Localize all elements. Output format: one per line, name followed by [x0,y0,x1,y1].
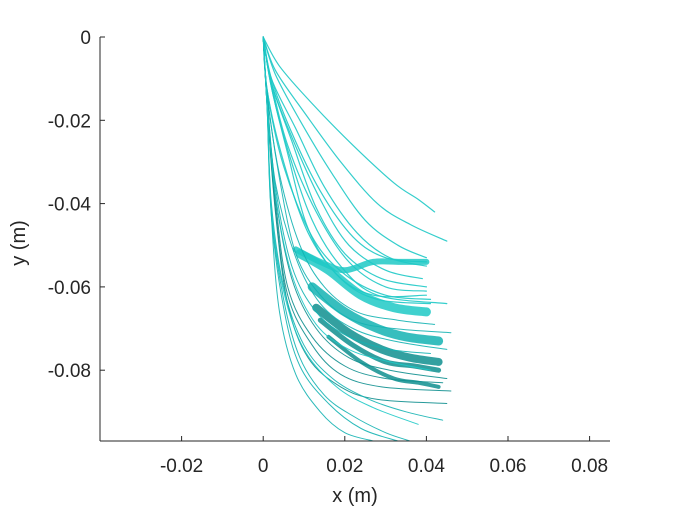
trajectory-line-11 [262,36,427,263]
x-tick-label: -0.02 [160,456,203,477]
trajectory-line-15 [262,36,448,350]
trajectory-line-5 [262,36,423,280]
x-ticks: -0.02 0 0.02 0.04 0.06 0.08 [160,436,608,477]
x-tick-label: 0.08 [571,456,608,477]
x-tick-label: 0.06 [490,456,527,477]
trajectory-line-6 [262,36,427,288]
trajectory-line-3 [262,36,427,259]
trajectory-band-2 [295,249,431,317]
trajectory-line-14 [262,36,452,334]
trajectory-band-5 [317,317,442,373]
trajectory-band-4 [312,303,443,366]
trajectory-band-3 [307,282,444,346]
y-tick-label: -0.06 [48,278,91,299]
y-axis-label: y (m) [8,220,30,266]
y-tick-label: -0.04 [48,195,92,216]
x-tick-label: 0 [258,456,269,477]
trajectory-line-1 [262,36,436,213]
trajectory-line-26 [262,36,431,371]
y-tick-label: -0.08 [48,361,91,382]
x-tick-label: 0.04 [408,456,445,477]
trajectory-band-6 [326,334,441,389]
x-axis-label: x (m) [332,485,378,507]
axes [99,37,610,442]
x-tick-label: 0.02 [326,456,363,477]
y-tick-label: -0.02 [48,111,91,132]
trajectory-line-2 [262,36,448,242]
trajectory-lines [262,36,452,442]
y-tick-label: 0 [80,28,91,49]
y-ticks: 0 -0.02 -0.04 -0.06 -0.08 [48,28,105,382]
trajectory-line-12 [262,36,427,292]
trajectory-bands [292,246,444,389]
